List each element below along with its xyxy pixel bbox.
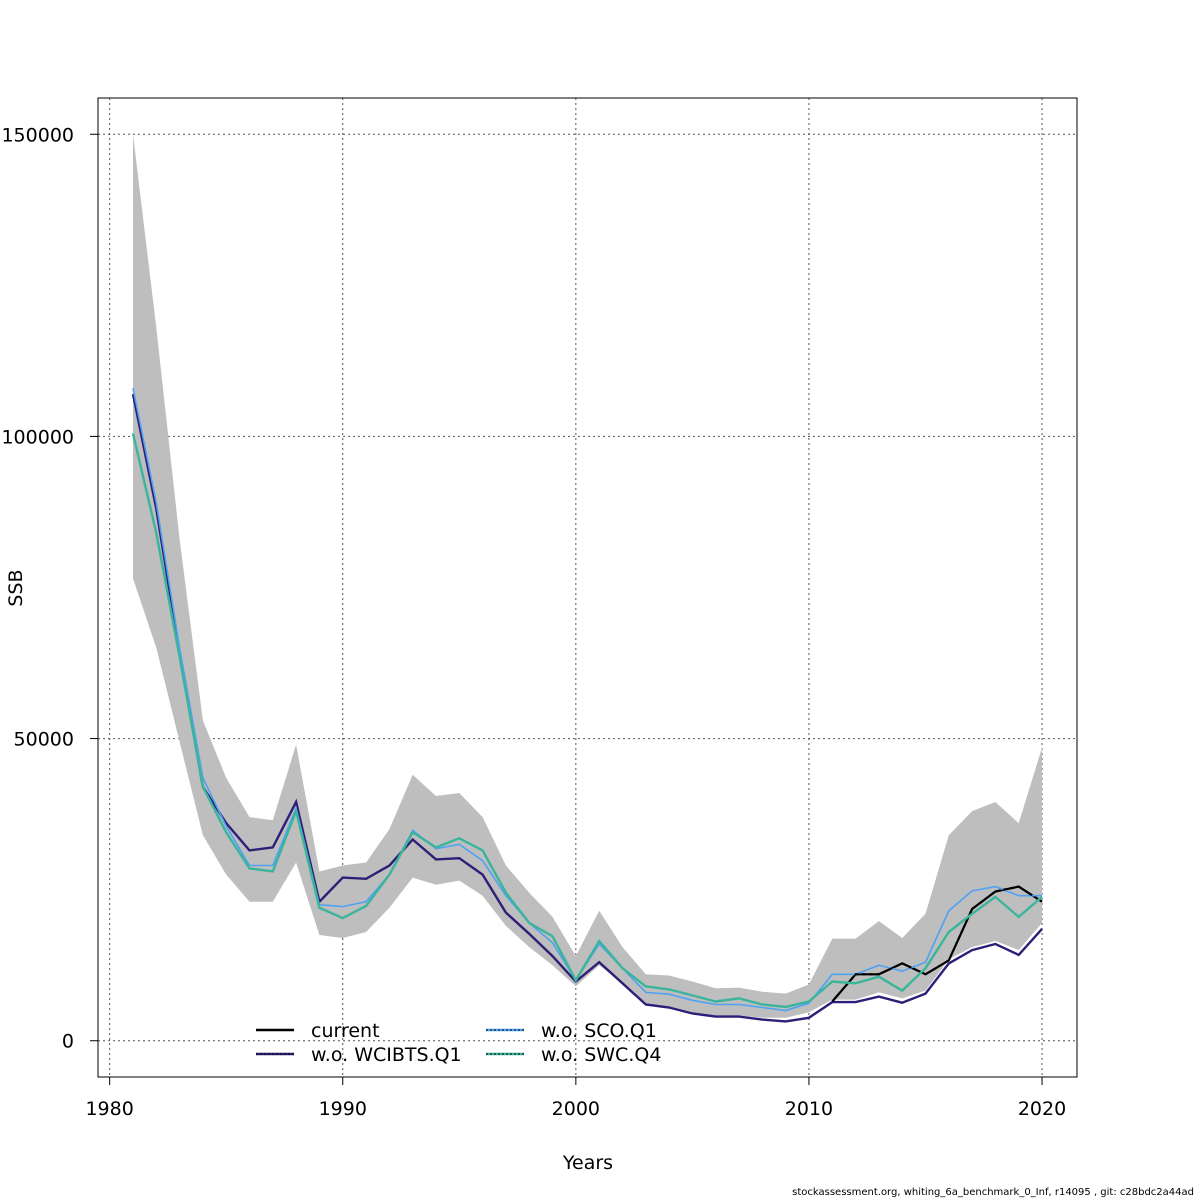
series-line-wo-sco-q1 <box>132 387 1042 1012</box>
y-tick-label-150000: 150000 <box>1 124 74 146</box>
axes-layer: 1980 1990 2000 2010 2020 0 50000 100000 150000 <box>1 97 1078 1120</box>
y-tick-label-100000: 100000 <box>1 426 74 448</box>
x-axis-title: Years <box>562 1152 613 1174</box>
confidence-band <box>133 134 1042 1018</box>
x-tick-label-2020: 2020 <box>1018 1098 1066 1120</box>
x-tick-label-1980: 1980 <box>85 1098 133 1120</box>
legend-label-current: current <box>311 1020 380 1042</box>
y-axis-title: SSB <box>5 569 27 606</box>
plot-frame <box>97 97 1078 1078</box>
legend-label-w-o-swc-q4: w.o. SWC.Q4 <box>541 1044 661 1066</box>
y-tick-label-0: 0 <box>62 1031 74 1053</box>
footer-credit: stockassessment.org, whiting_6a_benchmar… <box>792 1187 1194 1198</box>
legend-label-w-o-wcibts-q1: w.o. WCIBTS.Q1 <box>311 1044 462 1066</box>
x-tick-label-2000: 2000 <box>552 1098 600 1120</box>
x-tick-label-2010: 2010 <box>785 1098 833 1120</box>
series-lines-layer <box>131 387 1043 1023</box>
y-tick-label-50000: 50000 <box>14 729 74 751</box>
series-line-current <box>831 885 1043 1003</box>
legend-label-w-o-sco-q1: w.o. SCO.Q1 <box>541 1020 657 1042</box>
series-line-wo-wcibts-q1 <box>131 393 1043 1023</box>
confidence-band-layer <box>133 134 1042 1018</box>
series-line-wo-swc-q4 <box>131 433 1043 1009</box>
x-tick-label-1990: 1990 <box>319 1098 367 1120</box>
